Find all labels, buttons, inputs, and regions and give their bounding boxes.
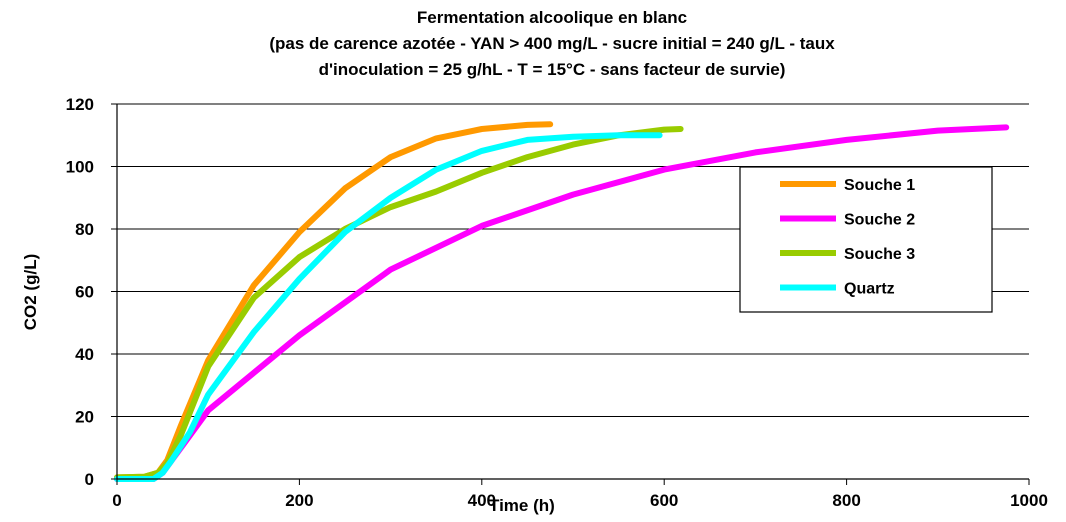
y-tick-label: 120: [66, 95, 94, 114]
x-tick-label: 1000: [1010, 491, 1048, 510]
chart-title: Fermentation alcoolique en blanc (pas de…: [269, 8, 835, 79]
gridlines: [117, 103, 1029, 417]
legend-label-3: Souche 3: [844, 246, 915, 263]
x-tick-label: 400: [468, 491, 496, 510]
y-tick-label: 80: [75, 220, 94, 239]
x-tick-label: 0: [112, 491, 121, 510]
legend-label-4: Quartz: [844, 281, 895, 298]
series-line-4: [114, 132, 663, 482]
y-axis-label: CO2 (g/L): [21, 254, 40, 331]
legend: Souche 1 Souche 2 Souche 3 Quartz: [739, 166, 993, 313]
x-axis-label: Time (h): [489, 496, 555, 515]
y-tick-label: 40: [75, 345, 94, 364]
legend-label-2: Souche 2: [844, 212, 915, 229]
series-lines: [114, 121, 1010, 482]
x-tick-label: 800: [832, 491, 860, 510]
axes: [111, 103, 1030, 485]
y-tick-label: 100: [66, 158, 94, 177]
x-tick-label: 600: [650, 491, 678, 510]
y-tick-label: 20: [75, 408, 94, 427]
chart-title-line-1: Fermentation alcoolique en blanc: [417, 8, 687, 27]
legend-label-1: Souche 1: [844, 177, 915, 194]
x-tick-label: 200: [285, 491, 313, 510]
chart-title-line-2: (pas de carence azotée - YAN > 400 mg/L …: [269, 34, 835, 53]
chart-title-line-3: d'inoculation = 25 g/hL - T = 15°C - san…: [319, 60, 786, 79]
y-tick-label: 60: [75, 283, 94, 302]
tick-labels: 0 200 400 600 800 1000 0 20 40 60 80 100 120: [66, 95, 1048, 510]
y-tick-label: 0: [85, 470, 94, 489]
